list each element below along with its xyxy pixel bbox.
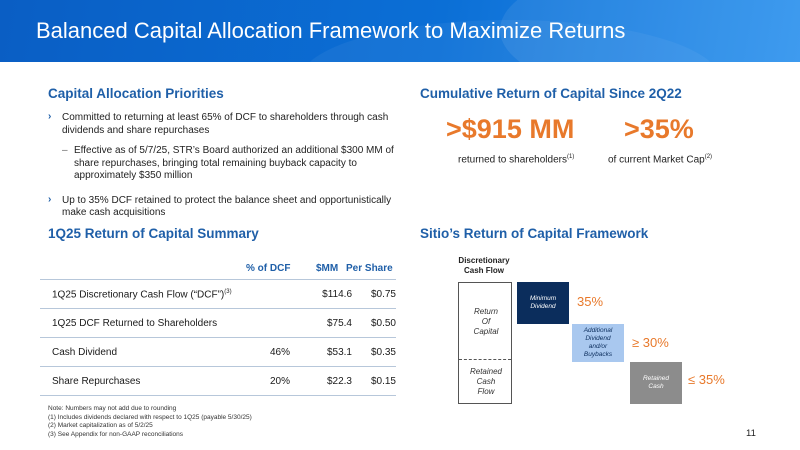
additional-dividend-pct: ≥ 30% xyxy=(632,335,669,350)
list-item: › Up to 35% DCF retained to protect the … xyxy=(48,193,398,220)
footnote: (3) See Appendix for non-GAAP reconcilia… xyxy=(48,430,184,438)
block-label: Buybacks xyxy=(583,351,613,358)
chevron-right-icon: › xyxy=(48,193,52,205)
priorities-title: Capital Allocation Priorities xyxy=(48,86,224,101)
retained-cash-flow-label: Retained Cash Flow xyxy=(459,367,513,397)
dcf-label-line: Cash Flow xyxy=(463,266,504,275)
stat-marketcap-label: of current Market Cap(2) xyxy=(608,154,712,165)
footnotes: Note: Numbers may not add due to roundin… xyxy=(48,405,252,439)
minimum-dividend-block: Minimum Dividend xyxy=(517,282,569,324)
dcf-label: Discretionary Cash Flow xyxy=(456,256,512,276)
row-mm: $114.6 xyxy=(322,289,352,300)
additional-dividend-block: Additional Dividend and/or Buybacks xyxy=(572,324,624,362)
dcf-label-line: Discretionary xyxy=(458,256,510,265)
row-pct: 46% xyxy=(269,347,290,358)
row-per-share: $0.75 xyxy=(370,289,396,300)
label-line: Capital xyxy=(473,327,499,336)
row-label: Share Repurchases xyxy=(52,376,141,387)
return-of-capital-label: Return Of Capital xyxy=(459,307,513,337)
row-mm: $53.1 xyxy=(326,347,352,358)
block-label: Additional xyxy=(583,327,613,334)
block-label: Dividend xyxy=(530,303,556,310)
footnote: (1) Includes dividends declared with res… xyxy=(48,413,252,421)
page-number: 11 xyxy=(746,428,756,439)
row-per-share: $0.35 xyxy=(370,347,396,358)
label-line: Of xyxy=(481,317,491,326)
label-line: Retained xyxy=(469,367,503,376)
header-banner: Balanced Capital Allocation Framework to… xyxy=(0,0,800,62)
label-line: Return xyxy=(473,307,498,316)
framework-title: Sitio’s Return of Capital Framework xyxy=(420,226,649,241)
row-label: Cash Dividend xyxy=(52,347,118,358)
row-per-share: $0.50 xyxy=(370,318,396,329)
priorities-list: › Committed to returning at least 65% of… xyxy=(48,111,398,228)
cumulative-title: Cumulative Return of Capital Since 2Q22 xyxy=(420,86,682,101)
footnote-ref: (1) xyxy=(566,154,575,160)
header-mm: $MM xyxy=(316,263,339,274)
dash-icon: – xyxy=(62,145,68,156)
stat-returned-value: >$915 MM xyxy=(446,114,575,144)
minimum-dividend-pct: 35% xyxy=(577,294,604,309)
label-line: Cash xyxy=(476,377,496,386)
block-label: and/or xyxy=(588,343,608,350)
retained-cash-pct: ≤ 35% xyxy=(688,372,725,387)
header-per-share: Per Share xyxy=(346,263,393,274)
table-row: 1Q25 Discretionary Cash Flow (“DCF”)(3) … xyxy=(40,280,396,309)
row-pct: 20% xyxy=(269,376,290,387)
footnote: Note: Numbers may not add due to roundin… xyxy=(48,405,177,412)
row-label: 1Q25 DCF Returned to Shareholders xyxy=(52,318,218,329)
table-header: % of DCF $MM Per Share xyxy=(40,256,396,280)
row-per-share: $0.15 xyxy=(370,376,396,387)
bullet-text: Committed to returning at least 65% of D… xyxy=(62,112,389,136)
summary-title: 1Q25 Return of Capital Summary xyxy=(48,226,259,241)
retained-cash-block: Retained Cash xyxy=(630,362,682,404)
footnote: (2) Market capitalization as of 5/2/25 xyxy=(48,422,153,429)
footnote-ref: (2) xyxy=(704,154,713,160)
table-row: Share Repurchases 20% $22.3 $0.15 xyxy=(40,367,396,396)
block-label: Retained xyxy=(642,375,670,382)
table-row: 1Q25 DCF Returned to Shareholders $75.4 … xyxy=(40,309,396,338)
table-row: Cash Dividend 46% $53.1 $0.35 xyxy=(40,338,396,367)
summary-table: % of DCF $MM Per Share 1Q25 Discretionar… xyxy=(40,256,396,396)
list-item: › Committed to returning at least 65% of… xyxy=(48,111,398,137)
row-label: 1Q25 Discretionary Cash Flow (“DCF”)(3) xyxy=(52,289,232,300)
page-title: Balanced Capital Allocation Framework to… xyxy=(36,18,626,43)
bullet-text: Up to 35% DCF retained to protect the ba… xyxy=(62,194,392,219)
stat-marketcap-value: >35% xyxy=(624,114,694,144)
header-decoration xyxy=(500,0,800,62)
row-mm: $22.3 xyxy=(326,376,352,387)
stat-marketcap-text: of current Market Cap xyxy=(608,154,705,166)
chevron-right-icon: › xyxy=(48,111,52,122)
header-pct: % of DCF xyxy=(246,263,291,274)
block-label: Minimum xyxy=(529,295,557,302)
row-label-text: 1Q25 Discretionary Cash Flow (“DCF”) xyxy=(52,289,225,301)
subbullet-text: Effective as of 5/7/25, STR’s Board auth… xyxy=(74,145,394,181)
stat-returned-label: returned to shareholders(1) xyxy=(458,154,574,165)
row-mm: $75.4 xyxy=(326,318,352,329)
stack-divider xyxy=(459,359,511,360)
label-line: Flow xyxy=(477,387,495,396)
footnote-ref: (3) xyxy=(224,289,232,295)
list-item: – Effective as of 5/7/25, STR’s Board au… xyxy=(62,145,398,183)
block-label: Cash xyxy=(648,383,664,390)
dcf-stack xyxy=(458,282,512,404)
stat-returned-text: returned to shareholders xyxy=(458,154,567,166)
block-label: Dividend xyxy=(585,335,611,342)
